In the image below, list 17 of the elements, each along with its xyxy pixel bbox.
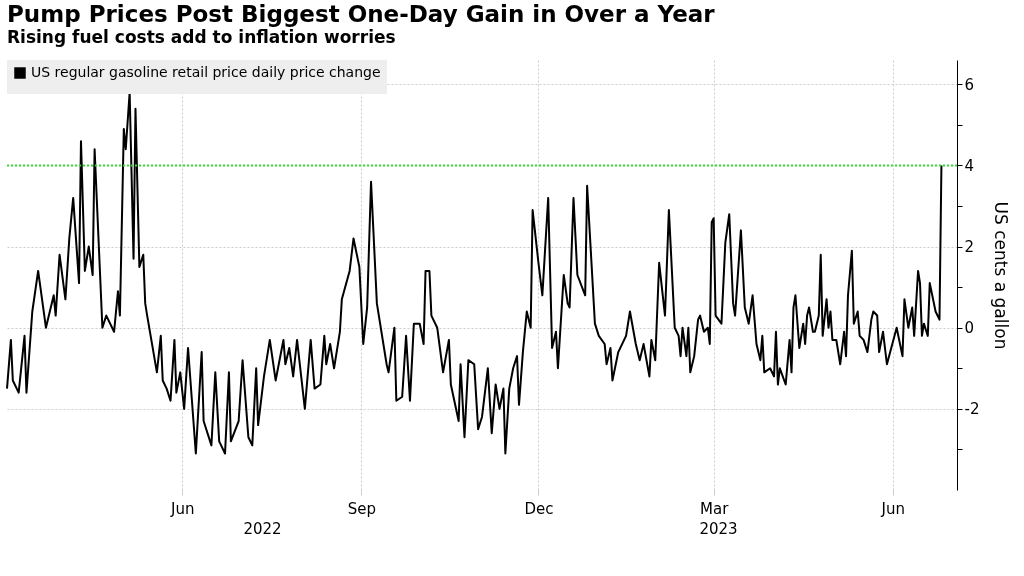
- x-tick-label: Sep: [347, 499, 376, 518]
- y-tick-label: -2: [964, 400, 980, 419]
- chart-title: Pump Prices Post Biggest One-Day Gain in Over a Year: [7, 1, 716, 27]
- x-tick-label: Dec: [524, 499, 554, 518]
- x-tick-label: Mar: [700, 499, 730, 518]
- x-tick-label: Jun: [169, 499, 195, 518]
- text: 2023: [699, 520, 738, 538]
- x-tick-label: Jun: [880, 499, 905, 518]
- y-axis-title: US cents a gallon: [991, 201, 1012, 350]
- legend-label: US regular gasoline retail price daily price change: [31, 64, 381, 80]
- y-tick-label: 6: [964, 75, 975, 94]
- y-tick-label: 2: [964, 238, 975, 257]
- text: 2022: [243, 520, 282, 538]
- line-series: [6, 91, 943, 455]
- y-tick-label: 4: [964, 156, 975, 175]
- y-tick-label: 0: [964, 319, 975, 338]
- chart-subtitle: Rising fuel costs add to inflation worries: [7, 27, 396, 47]
